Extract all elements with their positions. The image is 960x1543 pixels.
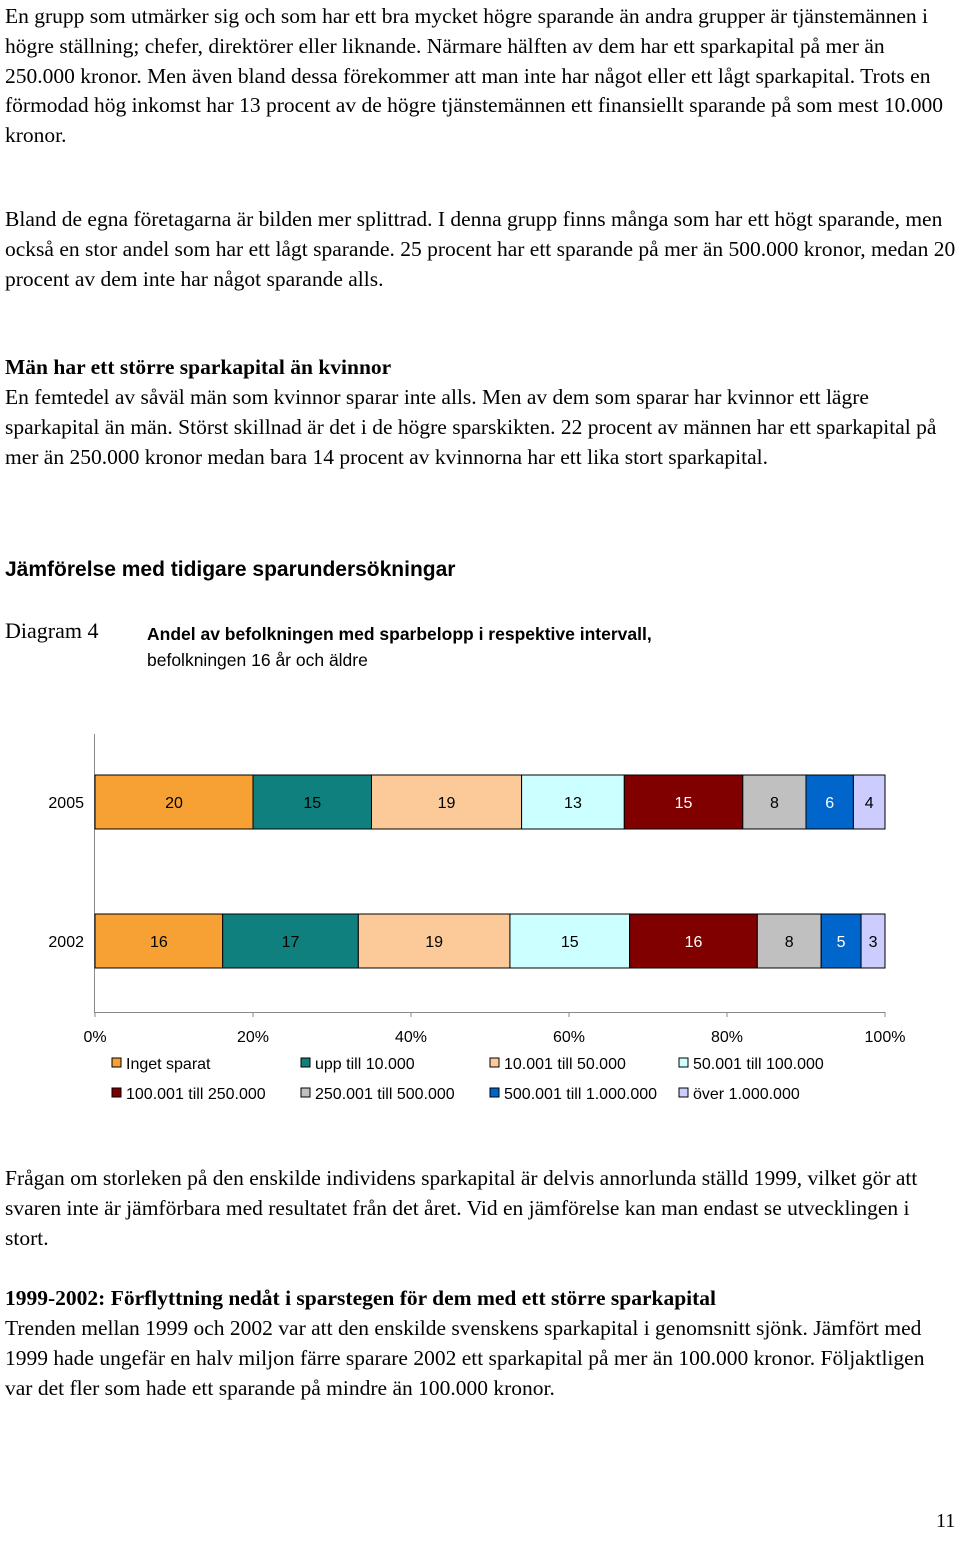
legend-label-4: 50.001 till 100.000 xyxy=(693,1056,824,1073)
bar-2002-segment-3 xyxy=(357,913,511,969)
bar-2005-segment-2 xyxy=(252,774,372,830)
data-label-2005-6: 8 xyxy=(770,795,779,812)
bar-2005-segment-8 xyxy=(852,774,886,830)
data-label-2005-4: 13 xyxy=(564,795,582,812)
legend-label-7: 500.001 till 1.000.000 xyxy=(504,1086,657,1103)
data-label-2005-5: 15 xyxy=(675,795,693,812)
x-tick-label-0: 0% xyxy=(83,1029,106,1046)
bar-2002-segment-6 xyxy=(756,913,822,969)
paragraph-comparability: Frågan om storleken på den enskilde indi… xyxy=(5,1166,918,1250)
data-label-2002-3: 19 xyxy=(425,934,443,951)
gender-section-heading: Män har ett större sparkapital än kvinno… xyxy=(5,355,392,379)
data-label-2002-4: 15 xyxy=(561,934,579,951)
data-label-2005-3: 19 xyxy=(438,795,456,812)
data-label-2002-7: 5 xyxy=(837,934,846,951)
x-tick-label-4: 80% xyxy=(711,1029,743,1046)
bar-2005-segment-4 xyxy=(521,774,625,830)
data-label-2005-1: 20 xyxy=(165,795,183,812)
legend-swatch-1 xyxy=(111,1057,122,1068)
legend-label-1: Inget sparat xyxy=(126,1056,211,1073)
x-tick-label-3: 60% xyxy=(553,1029,585,1046)
legend-label-5: 100.001 till 250.000 xyxy=(126,1086,266,1103)
bar-2002-segment-7 xyxy=(820,913,862,969)
data-label-2002-6: 8 xyxy=(785,934,794,951)
bar-2002-segment-8 xyxy=(860,913,886,969)
legend-swatch-3 xyxy=(489,1057,500,1068)
legend-label-2: upp till 10.000 xyxy=(315,1056,415,1073)
data-label-2002-1: 16 xyxy=(150,934,168,951)
data-label-2005-7: 6 xyxy=(825,795,834,812)
legend-label-3: 10.001 till 50.000 xyxy=(504,1056,626,1073)
category-label-2005: 2005 xyxy=(48,795,84,812)
data-label-2002-5: 16 xyxy=(685,934,703,951)
legend-swatch-4 xyxy=(678,1057,689,1068)
legend-swatch-6 xyxy=(300,1087,311,1098)
bar-2002-segment-5 xyxy=(629,913,758,969)
legend-swatch-7 xyxy=(489,1087,500,1098)
diagram-title-line-2: befolkningen 16 år och äldre xyxy=(147,650,368,670)
diagram-title: Andel av befolkningen med sparbelopp i r… xyxy=(147,621,652,673)
category-label-2002: 2002 xyxy=(48,934,84,951)
bar-2002-segment-1 xyxy=(94,913,224,969)
x-tick-label-5: 100% xyxy=(865,1029,906,1046)
legend-label-6: 250.001 till 500.000 xyxy=(315,1086,455,1103)
data-label-2005-2: 15 xyxy=(303,795,321,812)
bar-2005-segment-6 xyxy=(742,774,807,830)
x-tick-label-2: 40% xyxy=(395,1029,427,1046)
bar-2005-segment-3 xyxy=(371,774,523,830)
legend-swatch-5 xyxy=(111,1087,122,1098)
trend-section-text: Trenden mellan 1999 och 2002 var att den… xyxy=(5,1316,925,1400)
trend-section-heading: 1999-2002: Förflyttning nedåt i sparsteg… xyxy=(5,1286,717,1310)
data-label-2002-2: 17 xyxy=(282,934,300,951)
bar-2005-segment-7 xyxy=(805,774,854,830)
x-tick-label-1: 20% xyxy=(237,1029,269,1046)
data-label-2005-8: 4 xyxy=(865,795,874,812)
page-number: 11 xyxy=(936,1510,956,1532)
diagram-title-line-1: Andel av befolkningen med sparbelopp i r… xyxy=(147,624,652,644)
legend-swatch-2 xyxy=(300,1057,311,1068)
bar-2002-segment-2 xyxy=(222,913,359,969)
bar-2005-segment-1 xyxy=(94,774,254,830)
diagram-label: Diagram 4 xyxy=(5,618,99,643)
bar-2002-segment-4 xyxy=(509,913,631,969)
legend-swatch-8 xyxy=(678,1087,689,1098)
paragraph-entrepreneurs: Bland de egna företagarna är bilden mer … xyxy=(5,207,956,291)
legend-label-8: över 1.000.000 xyxy=(693,1086,800,1103)
paragraph-higher-officials: En grupp som utmärker sig och som har et… xyxy=(5,4,944,148)
data-label-2002-8: 3 xyxy=(869,934,878,951)
gender-section-text: En femtedel av såväl män som kvinnor spa… xyxy=(5,385,937,469)
comparison-section-heading: Jämförelse med tidigare sparundersökning… xyxy=(5,558,456,581)
stacked-bar-chart: 20 15 19 13 15 8 6 4 16 17 19 15 16 8 5 3 2005 2002 0% 20… xyxy=(48,734,906,1103)
